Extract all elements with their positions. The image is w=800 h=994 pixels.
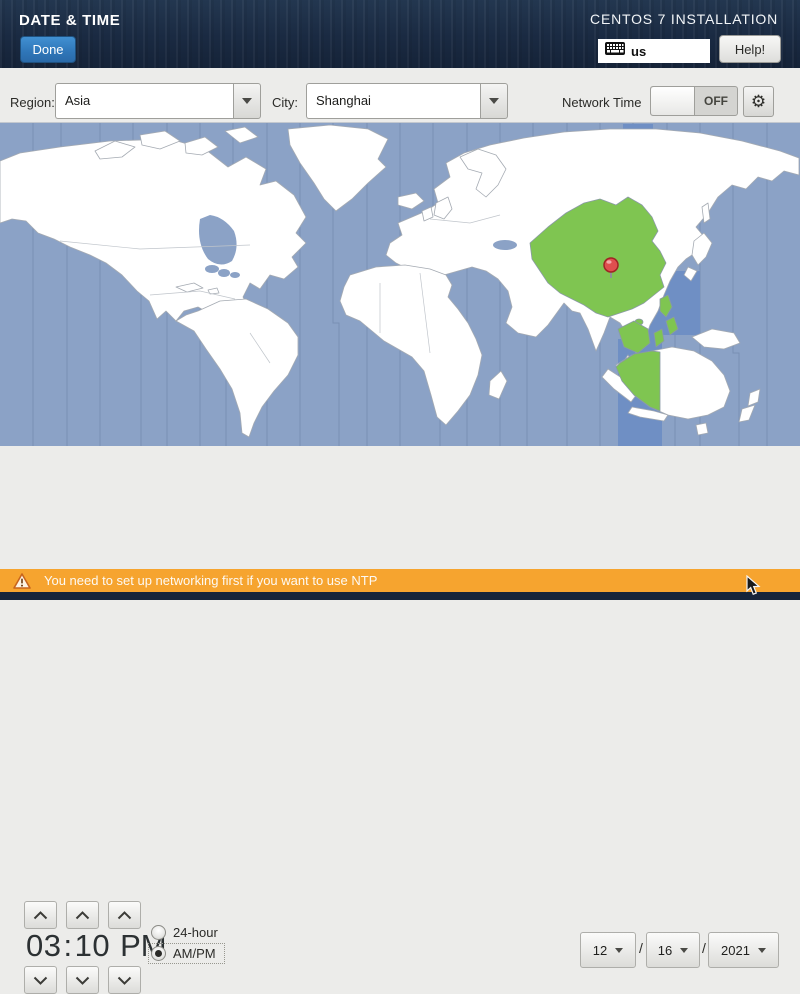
keyboard-icon xyxy=(605,42,625,60)
map-country-borders xyxy=(59,214,501,364)
footer-bar xyxy=(0,592,800,600)
datetime-controls: 03:10 PM 24-hour AM/PM 12 / 16 / 2021 xyxy=(0,446,800,994)
month-value: 12 xyxy=(592,942,608,958)
time-minute: 10 xyxy=(74,928,111,963)
month-dropdown[interactable]: 12 xyxy=(580,932,636,968)
region-combobox[interactable]: Asia xyxy=(55,83,261,119)
time-hour: 03 xyxy=(26,928,62,963)
hours-up-button[interactable] xyxy=(24,901,57,929)
radio-24hour-label: 24-hour xyxy=(173,925,218,940)
city-combobox[interactable]: Shanghai xyxy=(306,83,508,119)
keyboard-layout-indicator[interactable]: us xyxy=(598,39,710,63)
year-dropdown[interactable]: 2021 xyxy=(708,932,779,968)
timezone-map[interactable] xyxy=(0,122,800,447)
done-button[interactable]: Done xyxy=(20,36,76,63)
radio-24hour[interactable]: 24-hour xyxy=(148,922,225,943)
ntp-settings-button[interactable]: ⚙ xyxy=(743,86,774,117)
spinner-up-icon xyxy=(33,910,48,919)
time-display: 03:10 PM xyxy=(26,928,167,964)
region-value: Asia xyxy=(55,83,233,119)
region-label: Region: xyxy=(10,95,55,110)
city-value: Shanghai xyxy=(306,83,480,119)
keyboard-layout-label: us xyxy=(631,43,647,59)
warning-icon xyxy=(13,572,31,589)
ampm-down-button[interactable] xyxy=(108,966,141,994)
radio-ampm-label: AM/PM xyxy=(173,946,216,961)
selected-timezone-region xyxy=(529,196,679,412)
day-dropdown[interactable]: 16 xyxy=(646,932,700,968)
warning-bar: You need to set up networking first if y… xyxy=(0,569,800,592)
header: DATE & TIME Done CENTOS 7 INSTALLATION u… xyxy=(0,0,800,68)
hours-down-button[interactable] xyxy=(24,966,57,994)
city-dropdown-button[interactable] xyxy=(480,83,508,119)
network-time-state: OFF xyxy=(704,94,728,108)
radio-selected-dot xyxy=(155,950,162,957)
region-dropdown-button[interactable] xyxy=(233,83,261,119)
page-title: DATE & TIME xyxy=(19,12,121,29)
spinner-up-icon xyxy=(75,910,90,919)
help-button[interactable]: Help! xyxy=(719,35,781,63)
spinner-up-icon xyxy=(117,910,132,919)
warning-message: You need to set up networking first if y… xyxy=(44,573,378,588)
network-time-toggle[interactable]: OFF xyxy=(650,86,738,116)
radio-ampm-circle[interactable] xyxy=(151,946,166,961)
spinner-down-icon xyxy=(33,976,48,985)
day-value: 16 xyxy=(657,942,673,958)
chevron-down-icon xyxy=(615,947,624,953)
minutes-up-button[interactable] xyxy=(66,901,99,929)
spinner-down-icon xyxy=(75,976,90,985)
location-pin xyxy=(603,257,619,278)
year-value: 2021 xyxy=(721,942,750,958)
product-title: CENTOS 7 INSTALLATION xyxy=(590,11,778,27)
toggle-knob[interactable] xyxy=(651,87,695,115)
chevron-down-icon xyxy=(680,947,689,953)
ampm-up-button[interactable] xyxy=(108,901,141,929)
date-separator: / xyxy=(702,940,706,956)
timezone-toolbar: Region: Asia City: Shanghai Network Time… xyxy=(0,68,800,122)
gear-icon: ⚙ xyxy=(750,92,767,111)
date-separator: / xyxy=(639,940,643,956)
spinner-down-icon xyxy=(117,976,132,985)
time-separator: : xyxy=(63,928,73,963)
network-time-label: Network Time xyxy=(562,95,642,110)
chevron-down-icon xyxy=(489,98,499,104)
radio-ampm[interactable]: AM/PM xyxy=(148,943,225,964)
minutes-down-button[interactable] xyxy=(66,966,99,994)
city-label: City: xyxy=(272,95,298,110)
chevron-down-icon xyxy=(242,98,252,104)
chevron-down-icon xyxy=(757,947,766,953)
time-format-radiogroup: 24-hour AM/PM xyxy=(148,922,225,964)
radio-24hour-circle[interactable] xyxy=(151,925,166,940)
